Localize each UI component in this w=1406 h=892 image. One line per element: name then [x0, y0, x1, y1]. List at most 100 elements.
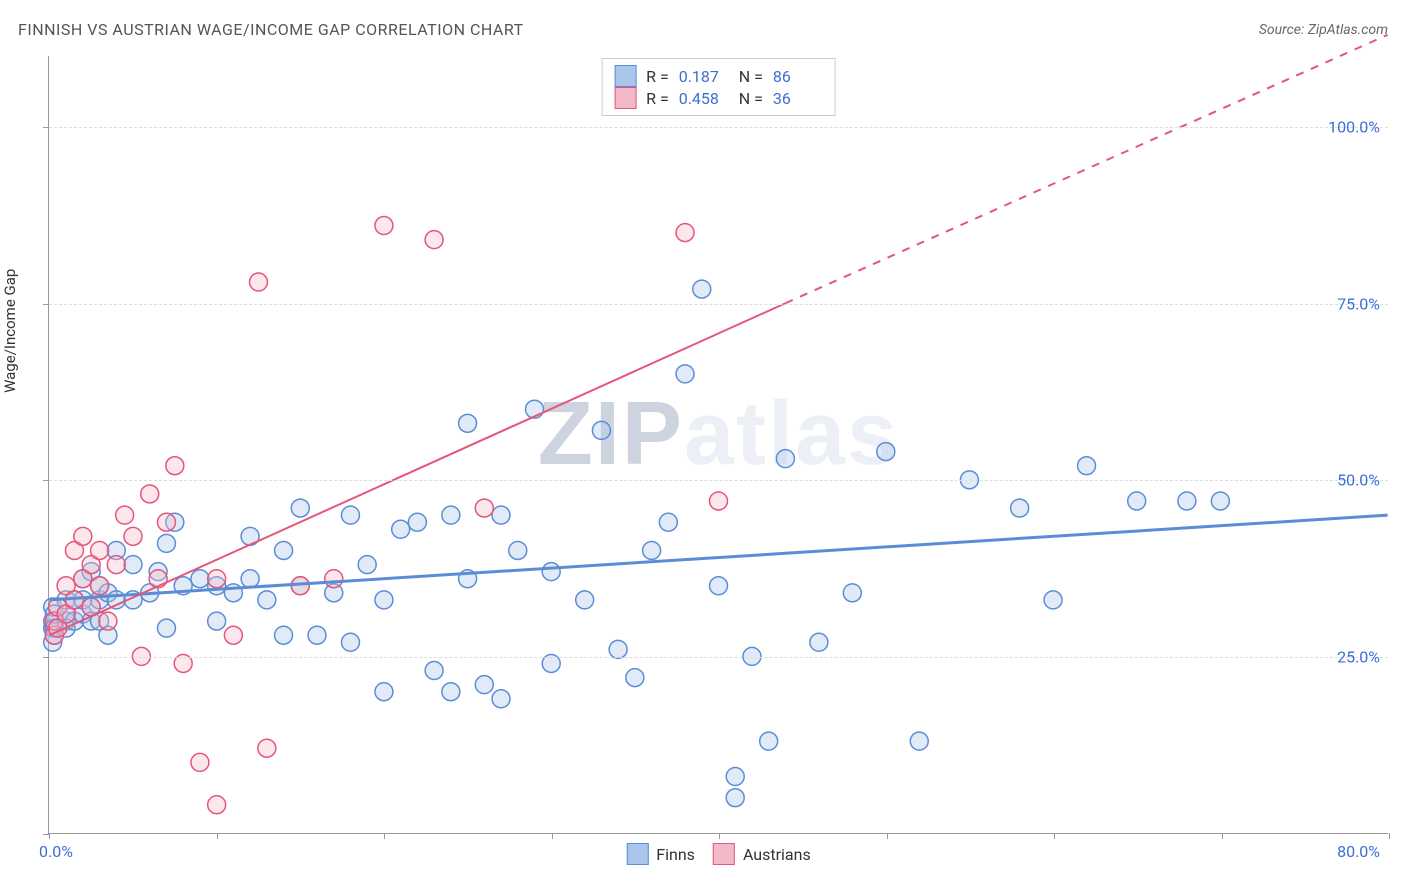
data-point	[91, 577, 109, 595]
data-point	[308, 626, 326, 644]
data-point	[408, 513, 426, 531]
y-tick	[43, 480, 49, 481]
data-point	[241, 570, 259, 588]
data-point	[375, 217, 393, 235]
data-point	[191, 753, 209, 771]
data-point	[776, 450, 794, 468]
data-point	[124, 556, 142, 574]
data-point	[877, 443, 895, 461]
data-point	[392, 520, 410, 538]
data-point	[157, 534, 175, 552]
data-point	[1128, 492, 1146, 510]
data-point	[208, 570, 226, 588]
data-point	[157, 619, 175, 637]
data-point	[1011, 499, 1029, 517]
data-point	[576, 591, 594, 609]
data-point	[659, 513, 677, 531]
gridline-h	[49, 127, 1388, 128]
x-tick	[384, 833, 385, 839]
data-point	[141, 485, 159, 503]
stat-n-value: 86	[773, 67, 823, 86]
stats-legend: R =0.187N =86R =0.458N =36	[601, 58, 836, 116]
data-point	[341, 506, 359, 524]
data-point	[358, 556, 376, 574]
data-point	[760, 732, 778, 750]
stats-row: R = 0.458 N = 36	[614, 87, 823, 109]
source-label: Source: ZipAtlas.com	[1259, 22, 1388, 38]
data-point	[157, 513, 175, 531]
y-grid-label: 75.0%	[1337, 294, 1380, 313]
data-point	[726, 768, 744, 786]
data-point	[224, 626, 242, 644]
stat-r-label: R =	[646, 89, 669, 108]
gridline-h	[49, 304, 1388, 305]
data-point	[1044, 591, 1062, 609]
data-point	[726, 789, 744, 807]
data-point	[375, 683, 393, 701]
data-point	[509, 541, 527, 559]
data-point	[810, 633, 828, 651]
data-point	[442, 506, 460, 524]
data-point	[425, 231, 443, 249]
data-point	[492, 690, 510, 708]
y-tick	[43, 657, 49, 658]
data-point	[166, 457, 184, 475]
legend-swatch	[626, 843, 648, 865]
x-axis-origin-label: 0.0%	[39, 842, 73, 861]
stat-n-label: N =	[739, 89, 763, 108]
data-point	[291, 499, 309, 517]
data-point	[107, 591, 125, 609]
data-point	[375, 591, 393, 609]
data-point	[249, 273, 267, 291]
data-point	[325, 570, 343, 588]
chart-title: FINNISH VS AUSTRIAN WAGE/INCOME GAP CORR…	[18, 20, 524, 39]
stat-n-value: 36	[773, 89, 823, 108]
y-grid-label: 100.0%	[1328, 117, 1380, 136]
stat-r-value: 0.458	[679, 89, 729, 108]
y-tick	[43, 304, 49, 305]
data-point	[492, 506, 510, 524]
data-point	[542, 563, 560, 581]
y-grid-label: 50.0%	[1337, 471, 1380, 490]
y-grid-label: 25.0%	[1337, 648, 1380, 667]
stats-row: R =0.187N =86	[614, 65, 823, 87]
series-legend: Finns Austrians	[626, 843, 810, 865]
x-tick	[887, 833, 888, 839]
data-point	[910, 732, 928, 750]
data-point	[275, 541, 293, 559]
data-point	[459, 414, 477, 432]
data-point	[208, 796, 226, 814]
data-point	[676, 224, 694, 242]
data-point	[1178, 492, 1196, 510]
data-point	[149, 570, 167, 588]
gridline-h	[49, 657, 1388, 658]
legend-label: Austrians	[743, 845, 811, 864]
data-point	[643, 541, 661, 559]
data-point	[99, 612, 117, 630]
data-point	[341, 633, 359, 651]
data-point	[74, 527, 92, 545]
x-tick	[1054, 833, 1055, 839]
data-point	[191, 570, 209, 588]
data-point	[710, 492, 728, 510]
data-point	[626, 669, 644, 687]
data-point	[710, 577, 728, 595]
chart-svg	[49, 56, 1388, 833]
gridline-h	[49, 480, 1388, 481]
legend-label: Finns	[656, 845, 695, 864]
x-tick	[719, 833, 720, 839]
data-point	[693, 280, 711, 298]
stat-r-label: R =	[646, 67, 669, 86]
x-tick	[49, 833, 50, 839]
data-point	[116, 506, 134, 524]
x-tick	[1222, 833, 1223, 839]
data-point	[124, 527, 142, 545]
x-axis-max-label: 80.0%	[1337, 842, 1380, 861]
data-point	[475, 676, 493, 694]
data-point	[107, 556, 125, 574]
legend-item: Austrians	[713, 843, 811, 865]
data-point	[609, 640, 627, 658]
data-point	[425, 662, 443, 680]
x-tick	[1389, 833, 1390, 839]
data-point	[442, 683, 460, 701]
